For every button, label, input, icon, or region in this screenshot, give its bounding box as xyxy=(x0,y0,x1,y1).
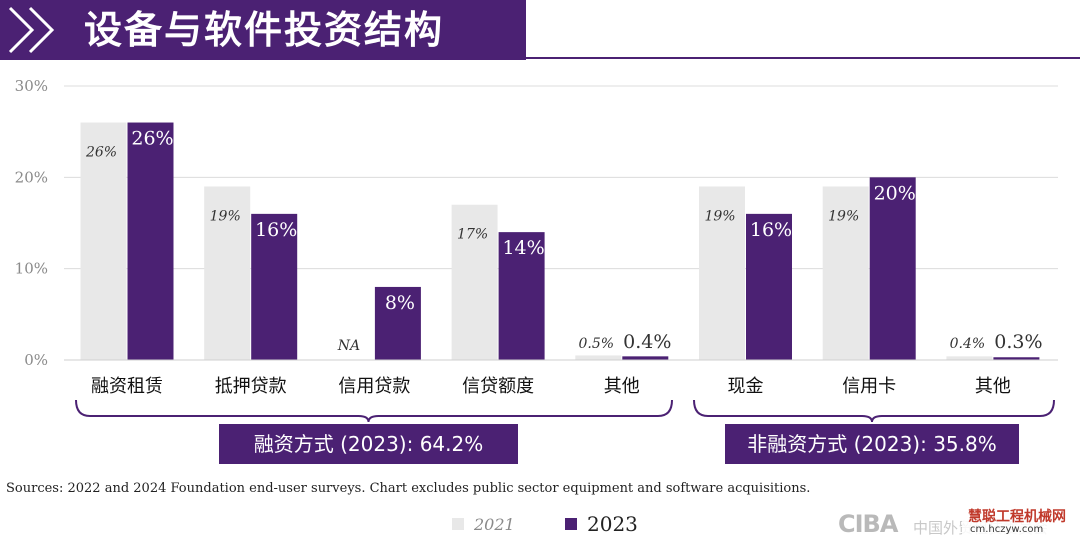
bar-2021 xyxy=(575,355,622,360)
legend-item-2021: 2021 xyxy=(452,509,515,539)
data-label-2021: 26% xyxy=(85,145,117,161)
bar-2023 xyxy=(993,357,1040,360)
data-label-2021: 0.4% xyxy=(950,336,986,352)
legend-item-2023: 2023 xyxy=(565,509,638,539)
data-label-2023: 16% xyxy=(750,219,792,241)
legend-label-2023: 2023 xyxy=(587,512,638,536)
bar-2021 xyxy=(946,356,993,360)
data-label-2023: 0.3% xyxy=(994,331,1042,353)
group-label: 非融资方式 (2023): 35.8% xyxy=(747,432,997,456)
x-tick-label: 融资租赁 xyxy=(91,376,163,397)
legend-swatch-2023 xyxy=(565,518,577,530)
bar-2023 xyxy=(746,213,792,360)
data-label-2021: 0.5% xyxy=(579,336,615,352)
legend-swatch-2021 xyxy=(452,518,464,530)
data-label-2023: 0.4% xyxy=(623,331,671,353)
watermark-site-badge: 慧聪工程机械网 cm.hczyw.com xyxy=(962,505,1074,539)
bar-2023 xyxy=(869,177,916,360)
x-tick-label: 现金 xyxy=(728,376,764,397)
bar-2021 xyxy=(80,122,127,361)
bar-2023 xyxy=(127,122,174,361)
y-tick-label: 0% xyxy=(24,351,48,369)
data-label-2023: 14% xyxy=(502,237,544,259)
bar-2023 xyxy=(374,286,421,360)
data-label-2021: 19% xyxy=(828,208,859,224)
bar-2021 xyxy=(822,186,869,360)
bar-2021 xyxy=(699,186,745,360)
chevron-right-icon xyxy=(8,6,55,54)
group-label-box xyxy=(219,424,518,464)
bar-2021 xyxy=(451,204,498,360)
y-tick-label: 20% xyxy=(15,168,48,186)
x-tick-label: 抵押贷款 xyxy=(215,376,287,397)
bar-2023 xyxy=(251,213,298,360)
source-note: Sources: 2022 and 2024 Foundation end-us… xyxy=(6,481,811,496)
group-label: 融资方式 (2023): 64.2% xyxy=(254,432,484,456)
group-label-box xyxy=(725,424,1019,464)
data-label-2021: 19% xyxy=(210,208,241,224)
legend-label-2021: 2021 xyxy=(474,514,515,534)
y-tick-label: 10% xyxy=(15,260,48,278)
watermark-site-url: cm.hczyw.com xyxy=(970,524,1044,535)
data-label-2023: 20% xyxy=(874,182,916,204)
bar-2023 xyxy=(498,232,545,360)
watermark-logo: CIBA xyxy=(838,510,898,538)
group-bracket xyxy=(75,399,673,423)
x-tick-label: 信用贷款 xyxy=(338,376,410,397)
x-tick-label: 信用卡 xyxy=(842,376,896,397)
bar-2023 xyxy=(622,356,669,360)
y-tick-label: 30% xyxy=(15,77,48,95)
header-rule xyxy=(526,57,1080,59)
data-label-2023: 8% xyxy=(385,292,415,314)
bar-2021 xyxy=(204,186,251,360)
group-bracket xyxy=(693,399,1055,423)
data-label-2021: 17% xyxy=(457,227,488,243)
watermark-site-name: 慧聪工程机械网 xyxy=(968,509,1066,525)
x-tick-label: 信贷额度 xyxy=(462,376,534,397)
x-tick-label: 其他 xyxy=(604,376,640,397)
data-label-2023: 26% xyxy=(131,128,173,150)
page-title: 设备与软件投资结构 xyxy=(84,8,445,52)
bar-chart: 0% 10% 20% 30% 26% 26% 融资租赁 19% 16% 抵押贷款 NA 8% 信用贷款 1… xyxy=(15,77,1058,464)
data-label-2023: 16% xyxy=(255,219,297,241)
data-label-2021: NA xyxy=(337,338,360,354)
x-tick-label: 其他 xyxy=(975,376,1011,397)
data-label-2021: 19% xyxy=(704,208,735,224)
title-banner: 设备与软件投资结构 xyxy=(0,0,526,60)
